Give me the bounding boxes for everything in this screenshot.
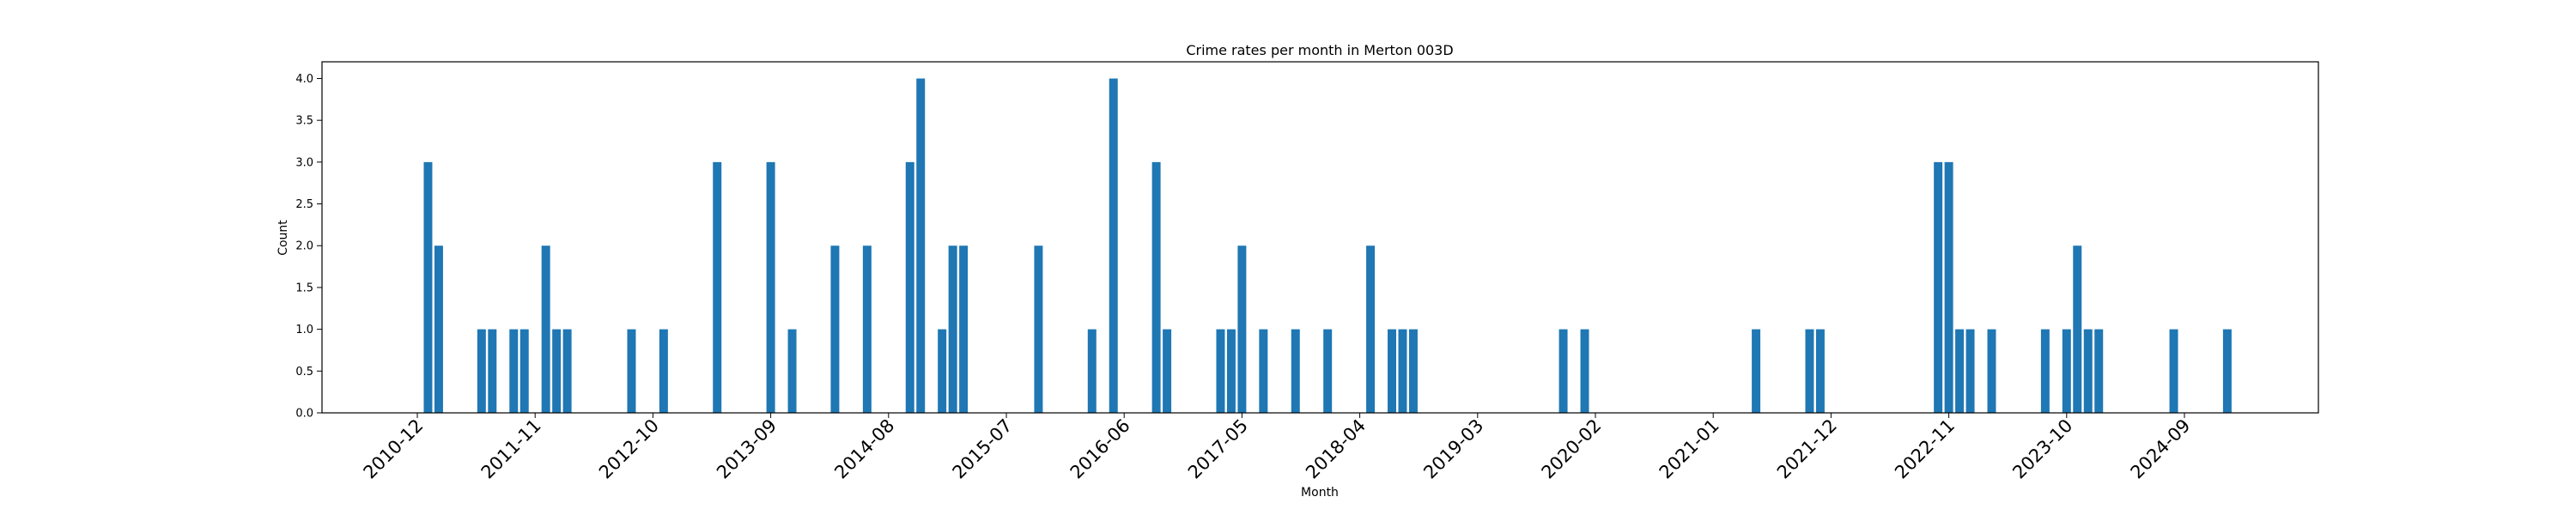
bar-2016-05	[1109, 78, 1118, 413]
bar-2011-07	[488, 329, 497, 413]
bar-2018-05	[1366, 245, 1376, 413]
y-tick-label: 2.0	[295, 240, 313, 253]
bar-2014-10	[905, 161, 914, 414]
bar-2011-12	[541, 245, 550, 413]
bar-2015-02	[948, 245, 957, 413]
bar-2016-09	[1151, 161, 1161, 414]
bar-2023-03	[1987, 329, 1996, 413]
bar-2022-10	[1934, 161, 1943, 414]
bar-2021-05	[1752, 329, 1761, 413]
y-tick-label: 0.0	[295, 408, 313, 421]
bar-2020-01	[1580, 329, 1589, 413]
x-axis-label: Month	[1301, 486, 1339, 500]
bar-2011-01	[423, 161, 433, 414]
bar-2017-03	[1216, 329, 1225, 413]
bar-2012-11	[659, 329, 668, 413]
chart-title: Crime rates per month in Merton 003D	[1186, 42, 1453, 58]
y-tick-label: 1.0	[295, 324, 313, 336]
bar-2011-06	[477, 329, 486, 413]
bar-2015-01	[938, 329, 947, 413]
bar-2012-01	[552, 329, 562, 413]
y-ticks-group: 0.0 0.5 1.0 1.5 2.0 2.5 3.0 3.5 4.0	[295, 73, 322, 421]
bar-2024-08	[2169, 329, 2178, 413]
bar-2022-11	[1944, 161, 1953, 414]
bar-2018-01	[1323, 329, 1333, 413]
bar-2021-11	[1815, 329, 1825, 413]
bar-2023-01	[1965, 329, 1975, 413]
bar-2017-05	[1237, 245, 1247, 413]
bar-2019-11	[1558, 329, 1568, 413]
bar-2023-12	[2083, 329, 2093, 413]
bar-2023-08	[2040, 329, 2050, 413]
bar-2018-08	[1398, 329, 1407, 413]
bar-2017-04	[1226, 329, 1236, 413]
bar-2014-06	[862, 245, 872, 413]
plot-frame	[321, 61, 2319, 414]
bar-2014-03	[830, 245, 840, 413]
bar-2022-12	[1955, 329, 1965, 413]
bar-2013-09	[766, 161, 775, 414]
y-axis-label: Count	[276, 220, 290, 256]
bar-2012-02	[562, 329, 572, 413]
bar-2017-10	[1291, 329, 1300, 413]
y-tick-label: 4.0	[295, 73, 313, 86]
bar-2011-10	[519, 329, 529, 413]
bar-2023-10	[2062, 329, 2071, 413]
bar-2021-10	[1805, 329, 1814, 413]
y-tick-label: 3.5	[295, 115, 313, 128]
bar-2025-01	[2222, 329, 2232, 413]
bar-2016-03	[1087, 329, 1097, 413]
y-tick-label: 0.5	[295, 366, 313, 379]
bars-group	[423, 78, 2232, 414]
y-tick-label: 2.5	[295, 198, 313, 211]
bar-2015-03	[959, 245, 969, 413]
y-tick-label: 3.0	[295, 156, 313, 169]
bar-2013-11	[787, 329, 797, 413]
bar-2012-08	[627, 329, 636, 413]
bar-2017-07	[1259, 329, 1268, 413]
bar-2013-04	[713, 161, 722, 414]
bar-2015-10	[1034, 245, 1043, 413]
bar-2018-09	[1408, 329, 1418, 413]
bar-2014-11	[916, 78, 926, 413]
y-tick-label: 1.5	[295, 282, 313, 294]
bar-2023-11	[2073, 245, 2082, 413]
bar-2016-10	[1163, 329, 1172, 413]
bar-2011-09	[509, 329, 519, 413]
bar-2024-01	[2094, 329, 2104, 413]
bar-2018-07	[1388, 329, 1397, 413]
bar-2011-02	[434, 245, 443, 413]
